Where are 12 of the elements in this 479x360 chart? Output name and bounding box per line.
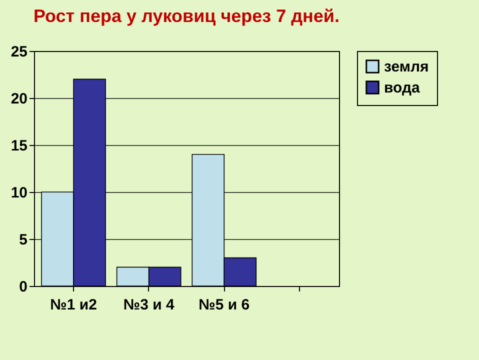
legend-label: земля — [384, 58, 429, 76]
y-tick-label: 20 — [10, 90, 28, 108]
x-tick-label: №3 и 4 — [123, 296, 175, 314]
y-tick-label: 15 — [10, 138, 28, 154]
y-tick-label: 25 — [10, 44, 28, 60]
y-tick-label: 5 — [19, 232, 28, 248]
x-tick-label: №5 и 6 — [198, 296, 250, 314]
y-tick-label: 0 — [19, 278, 28, 296]
legend-label: вода — [384, 80, 421, 96]
x-tick-label: №1 и2 — [50, 296, 97, 314]
chart-title: Рост пера у луковиц через 7 дней. — [33, 6, 340, 26]
y-tick-label: 10 — [10, 184, 28, 202]
